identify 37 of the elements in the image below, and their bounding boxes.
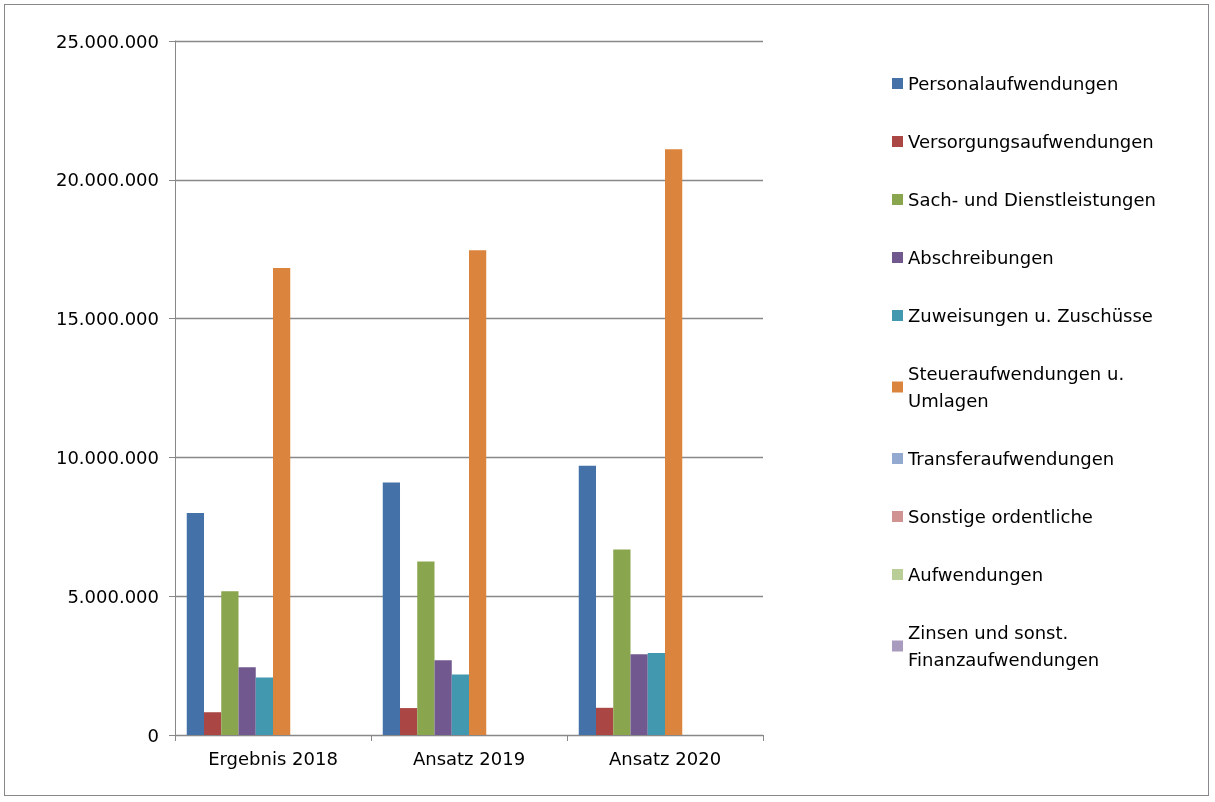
bar (417, 561, 435, 735)
legend-label: Steueraufwendungen u. Umlagen (908, 363, 1130, 411)
bar (630, 654, 648, 735)
legend-label: Versorgungsaufwendungen (908, 131, 1154, 152)
bar (451, 674, 469, 735)
bar (596, 707, 614, 735)
bar (204, 712, 222, 735)
x-tick-label: Ergebnis 2018 (208, 747, 338, 769)
bar (665, 149, 683, 735)
y-tick-label: 15.000.000 (55, 308, 159, 330)
legend-label: Zinsen und sonst. Finanzaufwendungen (908, 622, 1100, 670)
x-tick-label: Ansatz 2020 (608, 747, 722, 769)
bar (382, 482, 401, 735)
legend-label: Personalaufwendungen (908, 73, 1119, 94)
bar (578, 465, 597, 735)
y-tick-label: 0 (147, 724, 159, 746)
bar (221, 591, 239, 735)
x-tick-label: Ansatz 2019 (412, 747, 526, 769)
bar (238, 667, 256, 735)
bar (255, 677, 273, 735)
bar (613, 549, 631, 735)
bar (647, 653, 665, 735)
bar (400, 708, 418, 735)
y-tick-label: 20.000.000 (55, 169, 159, 191)
y-tick-label: 25.000.000 (55, 30, 159, 52)
bar (273, 268, 291, 735)
y-tick-label: 10.000.000 (55, 446, 159, 468)
legend-label: Transferaufwendungen (907, 448, 1115, 469)
y-tick-label: 5.000.000 (67, 585, 159, 607)
legend-label: Sach- und Dienstleistungen (908, 189, 1156, 210)
bar (469, 250, 487, 735)
legend-label: Abschreibungen (908, 247, 1054, 268)
legend-label: Aufwendungen (908, 564, 1044, 585)
bar (434, 660, 452, 735)
legend-label: Zuweisungen u. Zuschüsse (908, 305, 1153, 326)
legend-label: Sonstige ordentliche (908, 506, 1093, 527)
bar (186, 512, 205, 735)
